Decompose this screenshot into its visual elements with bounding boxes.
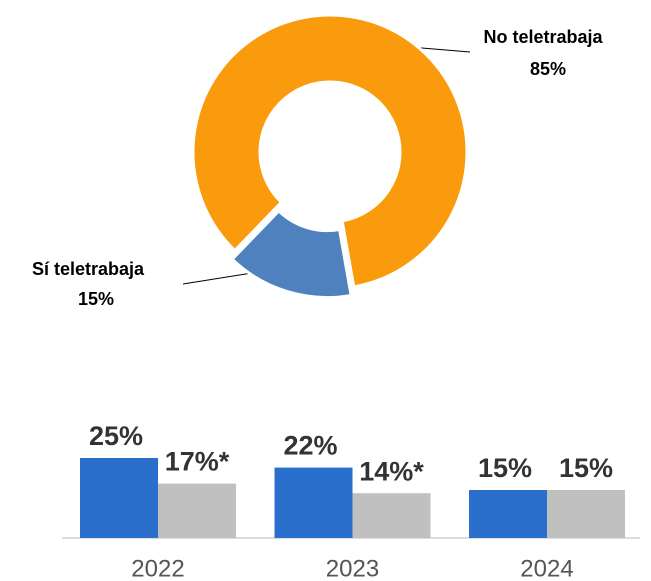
bar-value-label: 17%* [165, 447, 230, 477]
bar [547, 490, 625, 538]
x-tick-label: 2024 [520, 555, 573, 581]
bar-value-label: 25% [89, 421, 143, 451]
bar [469, 490, 547, 538]
bar-value-label: 15% [559, 453, 613, 483]
slice-value-label: 15% [78, 289, 114, 309]
slice-value-label: 85% [530, 59, 566, 79]
bar [158, 483, 236, 538]
bar [274, 467, 353, 538]
x-tick-label: 2022 [131, 555, 184, 581]
bar-value-label: 22% [283, 431, 337, 461]
bar [80, 458, 158, 538]
slice-label: No teletrabaja [483, 27, 603, 47]
donut-slice [230, 208, 353, 300]
bar [352, 493, 431, 538]
slice-label: Sí teletrabaja [32, 259, 145, 279]
bar-value-label: 14%* [359, 456, 424, 486]
x-tick-label: 2023 [326, 555, 379, 581]
donut-slice [191, 13, 469, 289]
bar-value-label: 15% [478, 453, 532, 483]
